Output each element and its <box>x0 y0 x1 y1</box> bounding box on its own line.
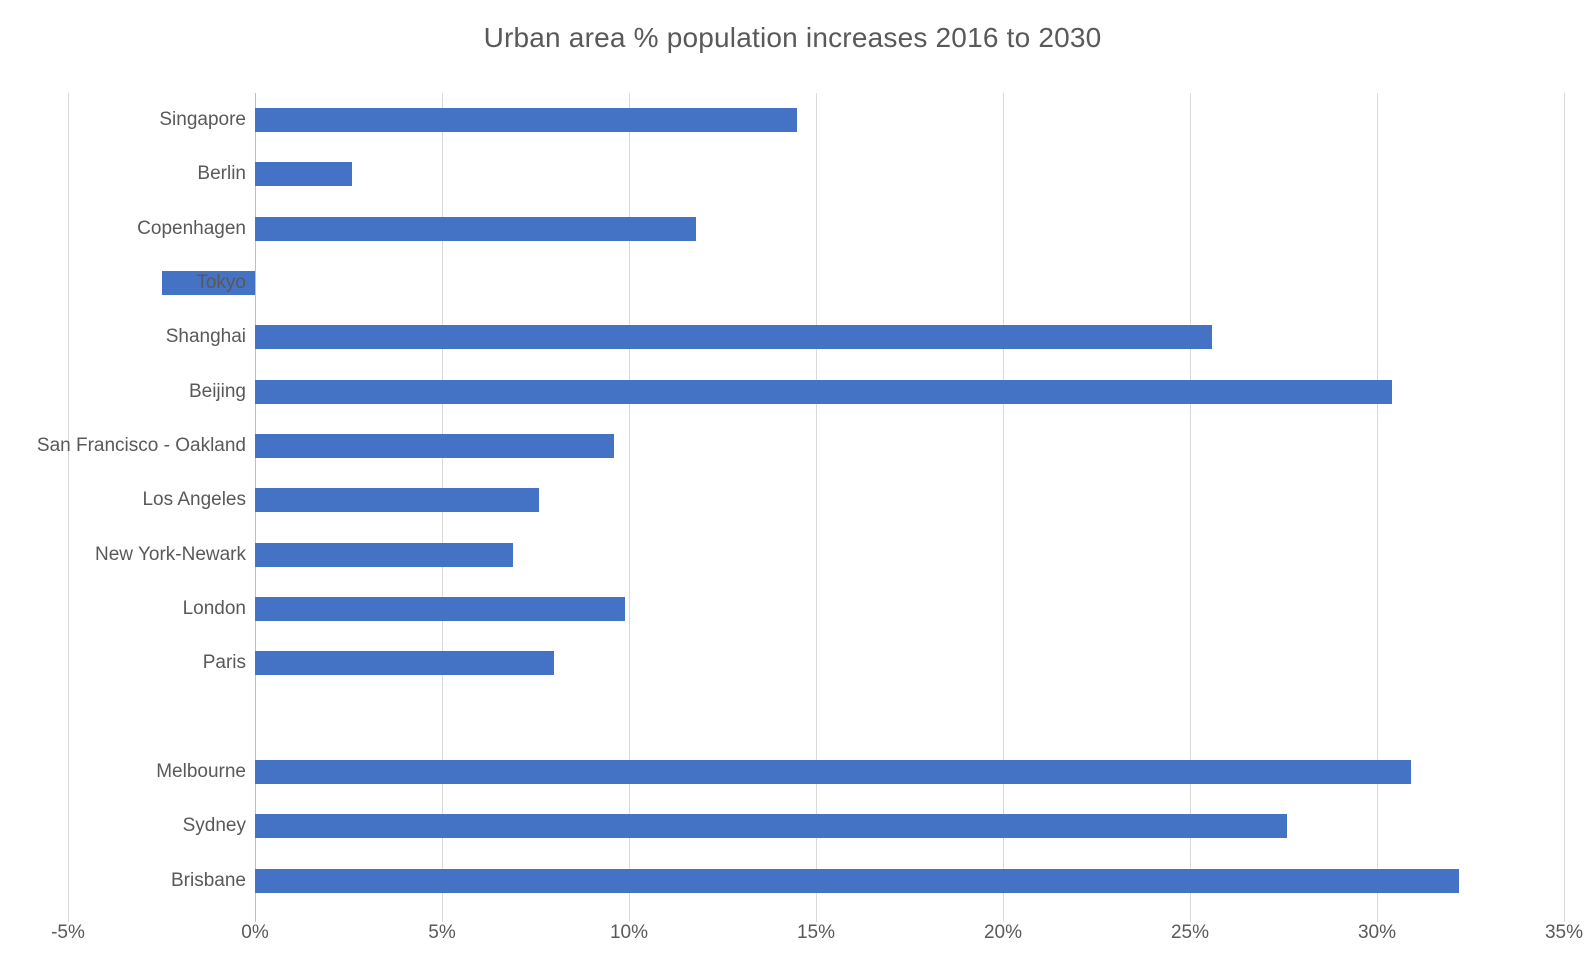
bar-los-angeles <box>255 488 540 513</box>
category-label: Shanghai <box>165 326 246 348</box>
category-label: Copenhagen <box>137 217 246 239</box>
x-axis-tick-label: -5% <box>51 922 85 943</box>
category-label: London <box>182 598 246 620</box>
category-label: Paris <box>202 652 246 674</box>
x-axis-tick-label: 5% <box>428 922 456 943</box>
x-axis-tick-label: 20% <box>983 922 1023 943</box>
bar-copenhagen <box>255 216 697 241</box>
bar-singapore <box>255 108 798 133</box>
category-label: San Francisco - Oakland <box>36 435 246 457</box>
bar-new-york-newark <box>255 542 514 567</box>
gridline <box>1564 93 1565 922</box>
category-row: Beijing <box>68 365 1564 419</box>
category-row: Los Angeles <box>68 473 1564 527</box>
bar-tokyo <box>161 271 255 296</box>
category-label: Los Angeles <box>142 489 246 511</box>
category-label: Melbourne <box>156 761 246 783</box>
bar-brisbane <box>255 868 1460 893</box>
gridline <box>1190 93 1191 922</box>
bar-sydney <box>255 814 1288 839</box>
bar-london <box>255 597 626 622</box>
bar-shanghai <box>255 325 1213 350</box>
category-label: Tokyo <box>196 272 246 294</box>
category-row: Sydney <box>68 799 1564 853</box>
bar-san-francisco-oakland <box>255 434 615 459</box>
bar-paris <box>255 651 555 676</box>
category-label: Beijing <box>188 380 246 402</box>
x-axis-tick-label: 15% <box>796 922 836 943</box>
category-label: Sydney <box>182 815 246 837</box>
x-axis-tick-label: 0% <box>241 922 269 943</box>
gridline <box>629 93 630 922</box>
gridline <box>1377 93 1378 922</box>
x-axis: -5% 0% 5% 10% 15% 20% 25% 30% 35% <box>51 922 1583 948</box>
x-axis-tick-label: 30% <box>1357 922 1397 943</box>
bar-melbourne <box>255 760 1411 785</box>
category-row: New York-Newark <box>68 528 1564 582</box>
gridline <box>1003 93 1004 922</box>
gridline <box>68 93 69 922</box>
category-row: Melbourne <box>68 745 1564 799</box>
bar-berlin <box>255 162 353 187</box>
category-row: Berlin <box>68 147 1564 201</box>
category-row: Copenhagen <box>68 202 1564 256</box>
category-row: Paris <box>68 636 1564 690</box>
x-axis-tick-label: 25% <box>1170 922 1210 943</box>
category-label: Berlin <box>197 163 246 185</box>
category-row: London <box>68 582 1564 636</box>
category-label: Singapore <box>159 109 246 131</box>
category-row-empty <box>68 691 1564 745</box>
category-row: Tokyo <box>68 256 1564 310</box>
category-row: San Francisco - Oakland <box>37 419 1564 473</box>
category-label: New York-Newark <box>95 543 246 565</box>
category-row: Singapore <box>68 93 1564 147</box>
x-axis-tick-label: 35% <box>1544 922 1584 943</box>
gridline <box>816 93 817 922</box>
x-axis-tick-label: 10% <box>609 922 649 943</box>
category-row: Shanghai <box>68 310 1564 364</box>
chart-title: Urban area % population increases 2016 t… <box>483 22 1102 53</box>
category-row: Brisbane <box>68 854 1564 908</box>
plot-area: Singapore Berlin Copenhagen Tokyo Shanghai Be… <box>37 93 1565 922</box>
category-label: Brisbane <box>171 869 246 891</box>
bar-beijing <box>255 379 1392 404</box>
